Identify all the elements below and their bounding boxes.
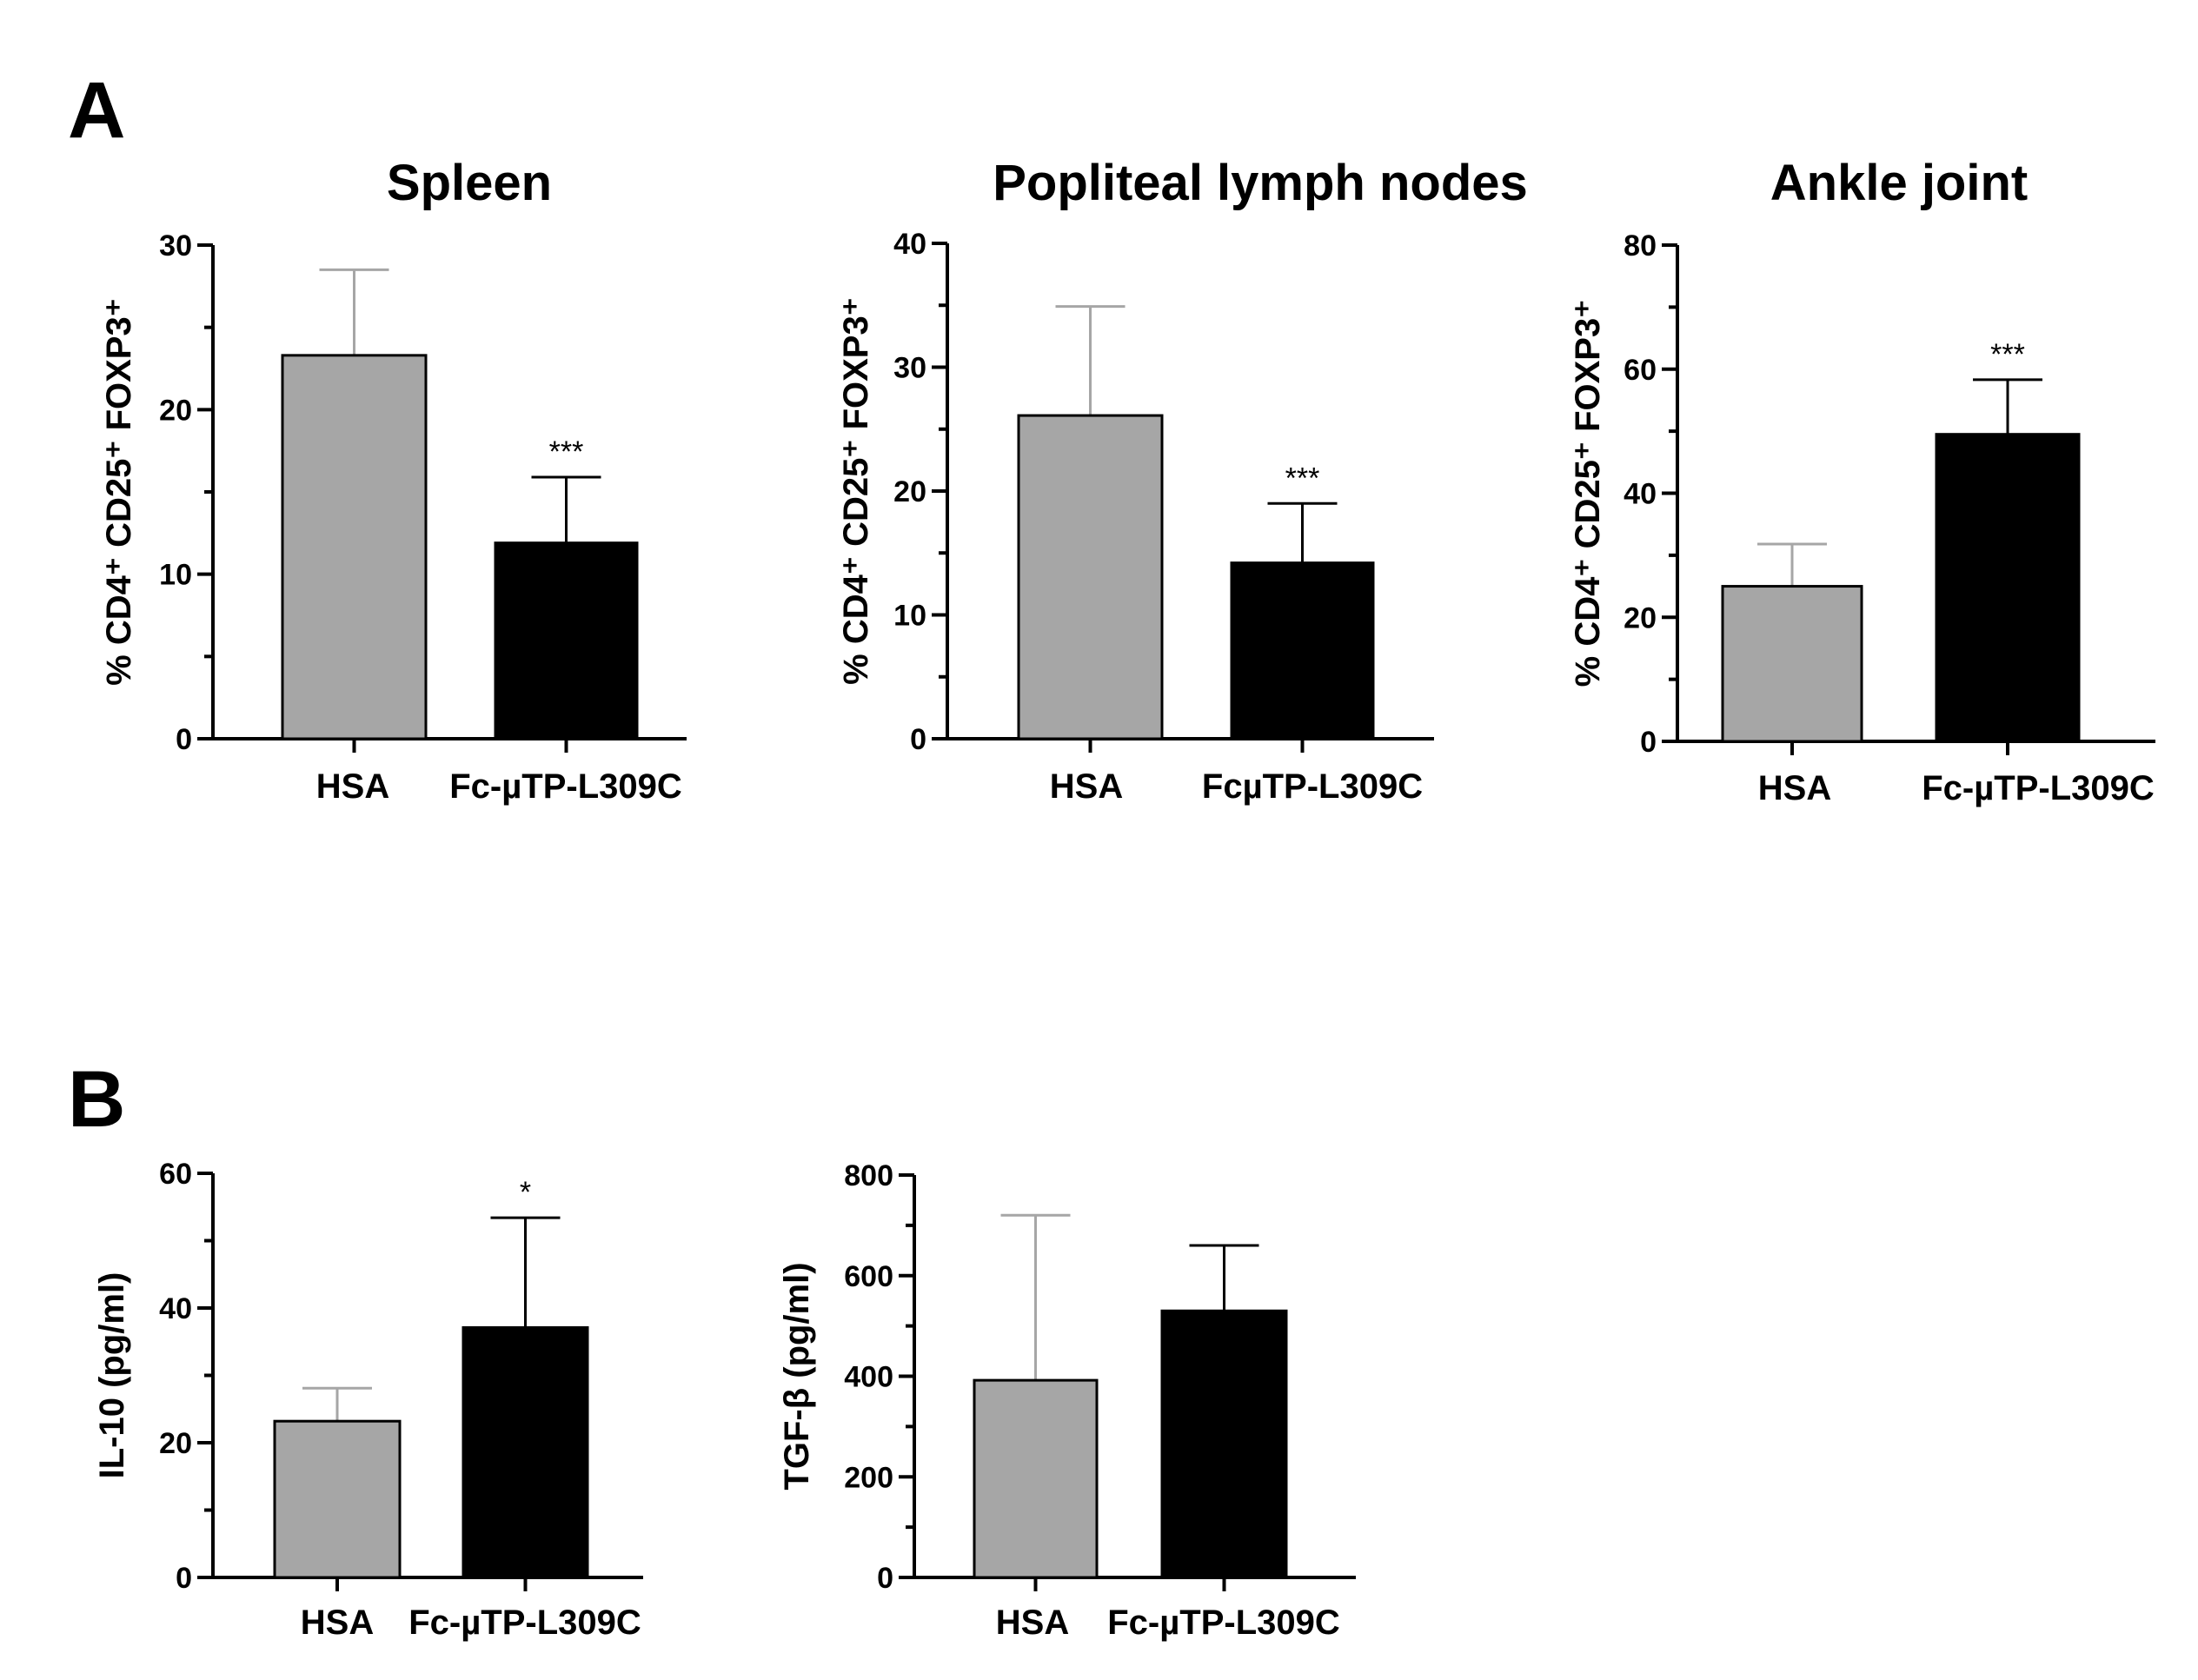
significance-label: ***	[1990, 338, 2025, 371]
chart-5: 0 200 400 600 800 HSA Fc-µTP-L309C TGF-β (pg/ml…	[778, 1159, 1356, 1642]
y-tick-label: 10	[893, 600, 926, 633]
y-tick-label: 20	[159, 394, 192, 427]
y-tick-label: 0	[877, 1562, 893, 1595]
y-axis-label: % CD4⁺ CD25⁺ FOXP3⁺	[837, 297, 875, 685]
significance-label: ***	[549, 435, 584, 468]
x-category-label: Fc-µTP-L309C	[449, 767, 682, 806]
significance-label: ***	[1285, 462, 1320, 495]
x-category-label: HSA	[996, 1604, 1069, 1642]
y-tick-label: 60	[159, 1158, 192, 1191]
y-tick-label: 600	[844, 1260, 893, 1293]
bar-fc-utp-l309c	[1160, 1309, 1288, 1579]
bar-hsa	[973, 1378, 1099, 1579]
chart-1: Spleen 0 10 20 30 HSA *** Fc-µTP-L309C % CD4⁺ CD…	[100, 155, 687, 806]
x-category-label: FcµTP-L309C	[1202, 767, 1423, 806]
y-axis-label: % CD4⁺ CD25⁺ FOXP3⁺	[1569, 300, 1607, 687]
chart-2: Popliteal lymph nodes 0 10 20 30 40 HSA *** FcµT…	[837, 155, 1528, 806]
y-axis-label: TGF-β (pg/ml)	[778, 1262, 816, 1490]
bar-fc-utp-l309c	[462, 1325, 589, 1579]
charts-group: Spleen 0 10 20 30 HSA *** Fc-µTP-L309C % CD4⁺ CD…	[93, 155, 2155, 1642]
panel-letter-a: A	[68, 66, 125, 155]
x-category-label: Fc-µTP-L309C	[1107, 1604, 1340, 1642]
y-tick-label: 30	[159, 229, 192, 262]
bar-hsa	[1017, 414, 1164, 740]
y-tick-label: 30	[893, 352, 926, 385]
x-category-label: HSA	[1050, 767, 1123, 806]
y-tick-label: 0	[1640, 726, 1657, 759]
bar-fc-utp-l309c	[494, 541, 639, 740]
y-axis-label: % CD4⁺ CD25⁺ FOXP3⁺	[100, 298, 138, 686]
significance-label: *	[520, 1176, 531, 1209]
chart-title: Popliteal lymph nodes	[993, 155, 1528, 211]
y-tick-label: 20	[1624, 601, 1657, 634]
x-category-label: Fc-µTP-L309C	[408, 1604, 641, 1642]
bar-hsa	[281, 354, 428, 740]
chart-4: 0 20 40 60 HSA * Fc-µTP-L309C IL-10 (pg/ml)	[93, 1158, 643, 1642]
chart-title: Ankle joint	[1770, 155, 2028, 211]
x-category-label: Fc-µTP-L309C	[1922, 769, 2155, 807]
x-category-label: HSA	[316, 767, 389, 806]
bar-hsa	[1721, 585, 1863, 743]
y-tick-label: 20	[159, 1427, 192, 1460]
panel-letter-b: B	[68, 1055, 125, 1144]
x-category-label: HSA	[301, 1604, 374, 1642]
y-tick-label: 80	[1624, 229, 1657, 262]
chart-3: Ankle joint 0 20 40 60 80 HSA *** Fc-µTP-L309C % …	[1569, 155, 2155, 807]
y-tick-label: 200	[844, 1461, 893, 1494]
bar-fc-utp-l309c	[1230, 561, 1375, 740]
bar-fc-utp-l309c	[1935, 433, 2081, 743]
chart-title: Spleen	[387, 155, 552, 211]
y-tick-label: 40	[1624, 478, 1657, 511]
y-tick-label: 0	[176, 723, 192, 756]
y-tick-label: 20	[893, 475, 926, 508]
y-tick-label: 0	[910, 723, 926, 756]
x-category-label: HSA	[1758, 769, 1831, 807]
y-tick-label: 10	[159, 559, 192, 592]
y-tick-label: 40	[893, 228, 926, 261]
y-tick-label: 0	[176, 1562, 192, 1595]
y-tick-label: 60	[1624, 354, 1657, 387]
y-tick-label: 800	[844, 1159, 893, 1192]
y-tick-label: 400	[844, 1361, 893, 1394]
y-axis-label: IL-10 (pg/ml)	[93, 1272, 131, 1479]
y-tick-label: 40	[159, 1292, 192, 1325]
bar-hsa	[273, 1419, 402, 1579]
